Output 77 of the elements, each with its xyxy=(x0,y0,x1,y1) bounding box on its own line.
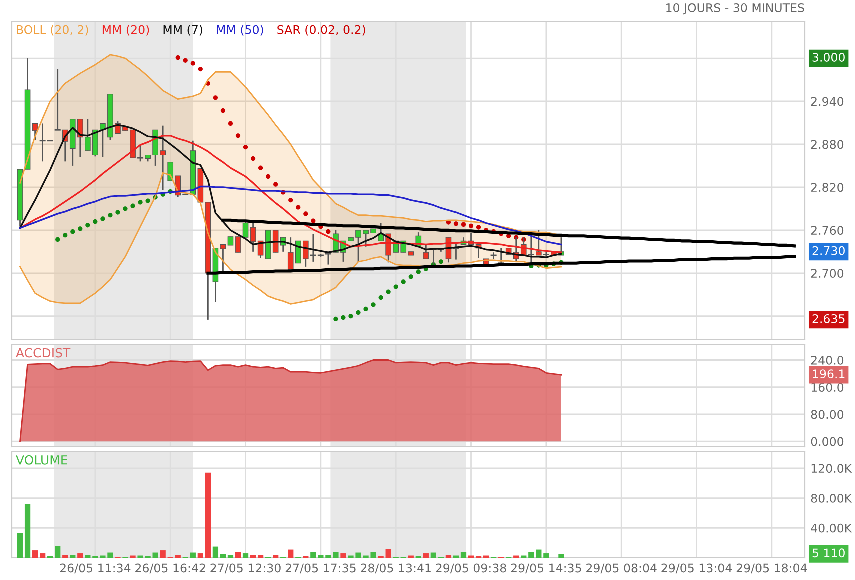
text: 2.730 xyxy=(812,246,845,256)
y-tick-label: 80.00K xyxy=(811,494,852,503)
x-tick-label: 29/05 14:35 xyxy=(511,564,582,574)
text: 196.1 xyxy=(813,370,845,379)
bar xyxy=(235,552,242,558)
bar xyxy=(220,554,226,558)
bar xyxy=(558,554,564,558)
bar xyxy=(160,550,166,558)
y-tick-label: 40.00K xyxy=(811,524,852,533)
x-tick-label: 28/05 13:41 xyxy=(361,564,431,574)
y-tick-label: 2.940 xyxy=(811,97,844,106)
bar xyxy=(212,546,219,558)
line-series xyxy=(20,172,562,305)
bar xyxy=(17,533,24,558)
bar xyxy=(85,555,91,558)
line-series xyxy=(206,255,796,275)
y-tick-label: 0.000 xyxy=(811,437,844,446)
y-tick-label: 2.820 xyxy=(811,183,844,192)
text: MM (50) xyxy=(217,25,264,36)
bar xyxy=(430,552,436,558)
y-tick-label: 240.0 xyxy=(811,356,844,365)
y-tick-label: 2.760 xyxy=(811,226,844,236)
bar xyxy=(250,555,256,558)
x-tick-label: 29/05 18:04 xyxy=(736,564,808,574)
x-tick-label: 26/05 11:34 xyxy=(60,564,131,574)
bar xyxy=(175,555,181,558)
candlestick xyxy=(235,236,242,254)
bar xyxy=(340,554,346,558)
bar xyxy=(190,552,196,558)
x-tick-label: 27/05 17:35 xyxy=(286,564,356,574)
bar xyxy=(70,555,76,558)
bar xyxy=(310,552,316,558)
chart-title: ACCDIST xyxy=(16,348,71,358)
x-tick-label: 29/05 13:04 xyxy=(662,564,732,574)
x-tick-label: 27/05 12:30 xyxy=(210,564,281,574)
text: BOLL (20, 2) xyxy=(17,25,88,36)
chart-title: VOLUME xyxy=(16,455,68,465)
bar xyxy=(273,555,279,558)
bar xyxy=(258,555,264,558)
bar xyxy=(544,554,550,558)
y-tick-label: 80.00 xyxy=(811,410,844,420)
text: MM (7) xyxy=(164,25,202,36)
candlestick xyxy=(242,221,249,238)
bar xyxy=(446,555,452,558)
text: SAR (0.02, 0.2) xyxy=(278,25,366,36)
x-tick-label: 29/05 09:38 xyxy=(436,564,506,574)
candlestick xyxy=(250,222,256,253)
bar xyxy=(40,554,46,558)
bar xyxy=(24,504,31,558)
y-tick-label: 120.0K xyxy=(812,464,852,474)
bar xyxy=(460,552,467,558)
bar xyxy=(55,546,61,558)
text: MM (20) xyxy=(102,25,150,36)
bar xyxy=(242,554,249,558)
y-tick-label: 2.880 xyxy=(811,140,844,150)
bar xyxy=(62,555,68,558)
bar xyxy=(536,550,542,558)
bar xyxy=(288,550,294,558)
text: 2.635 xyxy=(812,314,845,324)
bar xyxy=(78,554,84,558)
candlestick xyxy=(423,244,430,260)
x-tick-label: 29/05 08:04 xyxy=(586,564,657,574)
text: 5 110 xyxy=(812,548,845,558)
bar xyxy=(32,550,38,558)
y-tick-label: 2.700 xyxy=(811,269,844,278)
bar xyxy=(423,554,429,558)
chart-subtitle: 10 JOURS - 30 MINUTES xyxy=(666,3,804,15)
y-tick-label: 160.0 xyxy=(812,383,844,392)
bar xyxy=(386,549,392,558)
bar xyxy=(228,555,234,558)
x-tick-label: 26/05 16:42 xyxy=(136,564,206,574)
line-series xyxy=(222,218,796,248)
text: 3.000 xyxy=(812,53,845,62)
bar xyxy=(528,552,534,558)
bar xyxy=(205,472,211,558)
candlestick xyxy=(32,123,38,141)
bar xyxy=(198,554,204,558)
